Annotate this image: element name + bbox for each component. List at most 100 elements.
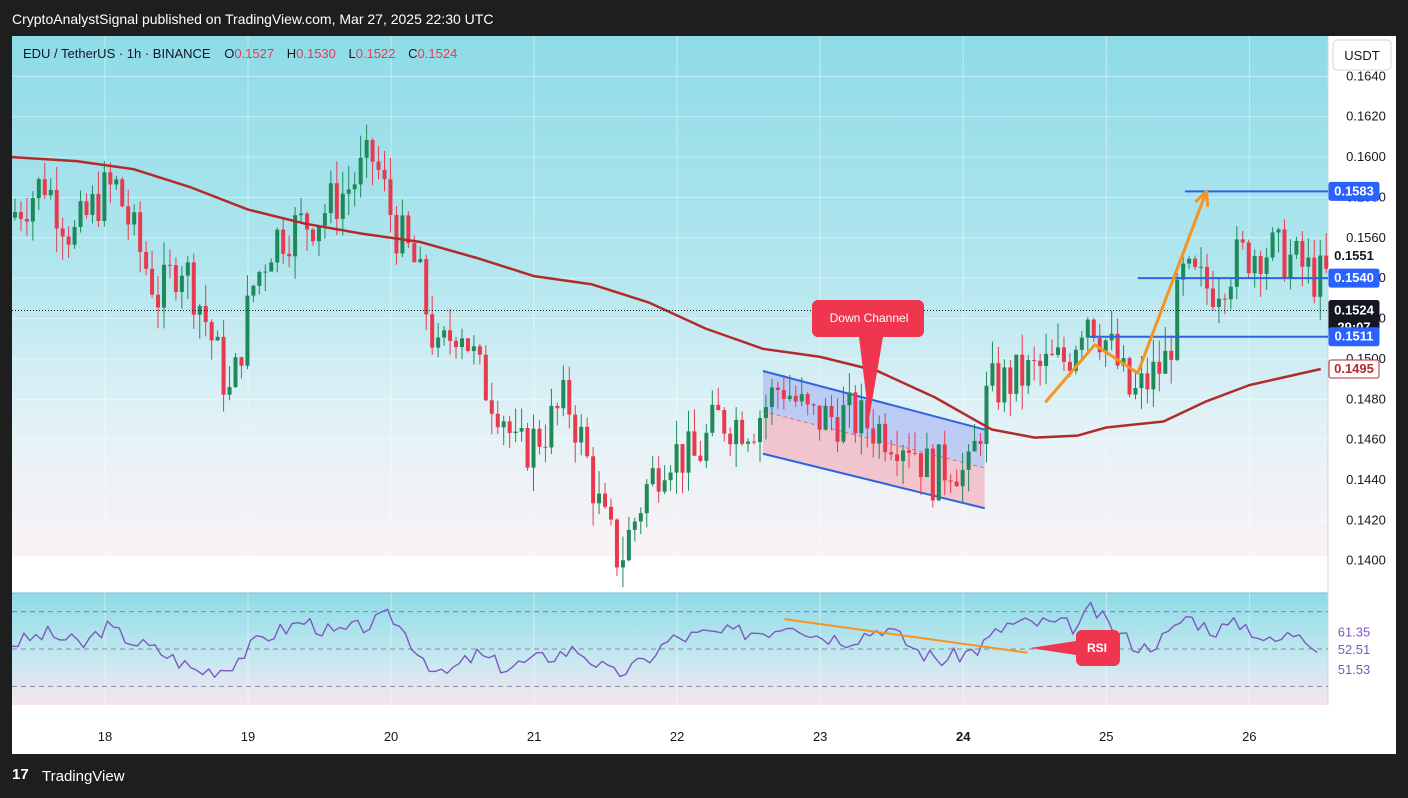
candle-body: [841, 405, 846, 442]
candle-body: [1091, 319, 1096, 339]
candle-body: [591, 456, 596, 504]
candle-body: [889, 452, 894, 455]
candle-body: [1216, 298, 1221, 307]
candle-body: [781, 390, 786, 399]
candle-body: [364, 139, 369, 158]
publish-header: CryptoAnalystSignal published on Trading…: [0, 0, 1408, 36]
candle-body: [763, 407, 768, 418]
candle-body: [459, 338, 464, 348]
candle-body: [60, 228, 65, 237]
candle-body: [54, 189, 59, 229]
chart-canvas[interactable]: 0.16400.16200.16000.15800.15600.15400.15…: [11, 36, 1396, 754]
candle-body: [12, 212, 17, 218]
price-tick-label: 0.1600: [1346, 149, 1386, 164]
candle-body: [281, 229, 286, 254]
candle-body: [907, 450, 912, 453]
price-axis[interactable]: 0.16400.16200.16000.15800.15600.15400.15…: [1328, 68, 1386, 678]
candle-body: [299, 213, 304, 216]
time-tick-label: 24: [956, 729, 971, 744]
candle-body: [871, 428, 876, 444]
candle-body: [78, 201, 83, 227]
time-tick-label: 22: [670, 729, 684, 744]
candle-body: [477, 346, 482, 355]
candle-body: [1210, 288, 1215, 307]
down-channel-callout: Down Channel: [812, 300, 924, 419]
candle-body: [1163, 350, 1168, 374]
candle-body: [358, 157, 363, 185]
candle-body: [72, 226, 77, 245]
candle-body: [436, 337, 441, 348]
candle-body: [507, 421, 512, 433]
time-tick-label: 23: [813, 729, 827, 744]
candle-body: [1300, 240, 1305, 267]
rsi-label-text: 61.35: [1338, 625, 1371, 640]
price-tick-label: 0.1480: [1346, 391, 1386, 406]
candle-body: [537, 428, 542, 447]
candle-body: [454, 340, 459, 348]
currency-label[interactable]: USDT: [1344, 48, 1379, 63]
price-label-box: [1328, 359, 1380, 379]
candle-body: [561, 380, 566, 409]
candle-body: [817, 405, 822, 430]
candle-body: [310, 229, 315, 242]
candle-body: [1294, 240, 1299, 255]
candle-body: [1181, 263, 1186, 280]
candle-body: [1020, 354, 1025, 386]
candle-body: [1056, 347, 1061, 355]
candle-body: [24, 218, 29, 222]
moving-average: [11, 155, 1322, 439]
candle-body: [901, 450, 906, 462]
candle-body: [448, 330, 453, 341]
candle-body: [1270, 232, 1275, 258]
candle-body: [18, 212, 23, 219]
candle-body: [626, 529, 631, 561]
candle-body: [1175, 279, 1180, 360]
candle-body: [48, 189, 53, 196]
candle-body: [233, 357, 238, 388]
candle-body: [245, 295, 250, 366]
candle-body: [293, 215, 298, 257]
candle-body: [620, 560, 625, 568]
rsi-line: [11, 601, 1318, 678]
candle-body: [102, 172, 107, 222]
candle-body: [740, 419, 745, 444]
time-tick-label: 26: [1242, 729, 1256, 744]
open-label: O: [224, 46, 234, 61]
candle-body: [680, 444, 685, 473]
candle-body: [656, 468, 661, 492]
price-tick-label: 0.1620: [1346, 109, 1386, 124]
ma-line: [11, 155, 1322, 439]
candle-body: [1258, 256, 1263, 274]
candle-body: [883, 423, 888, 453]
candle-body: [990, 363, 995, 386]
candle-body: [1038, 360, 1043, 366]
chart-legend: EDU / TetherUS · 1h · BINANCE O0.1527 H0…: [23, 46, 457, 61]
high-value: 0.1530: [296, 46, 336, 61]
candle-body: [442, 330, 447, 338]
candle-body: [1002, 367, 1007, 403]
candle-body: [1324, 255, 1329, 269]
candle-body: [531, 428, 536, 468]
candle-body: [340, 193, 345, 219]
candle-body: [805, 394, 810, 405]
candle-body: [996, 363, 1001, 403]
candle-body: [227, 387, 232, 395]
candle-body: [132, 212, 137, 225]
candle-body: [1085, 319, 1090, 338]
price-tick-label: 0.1420: [1346, 512, 1386, 527]
candlesticks: [12, 124, 1329, 588]
candle-body: [173, 265, 178, 292]
candle-body: [608, 506, 613, 520]
candle-body: [704, 432, 709, 461]
candle-body: [412, 243, 417, 263]
candle-body: [835, 417, 840, 442]
currency-button[interactable]: USDT: [1332, 39, 1392, 71]
candle-body: [501, 421, 506, 428]
candle-body: [96, 193, 101, 222]
candle-body: [263, 271, 268, 273]
time-axis[interactable]: 18 19 20 21 22 23 24 25 26: [98, 729, 1257, 744]
candle-body: [1151, 361, 1156, 390]
candle-body: [1127, 358, 1132, 395]
time-tick-label: 19: [241, 729, 255, 744]
candle-body: [1288, 254, 1293, 279]
